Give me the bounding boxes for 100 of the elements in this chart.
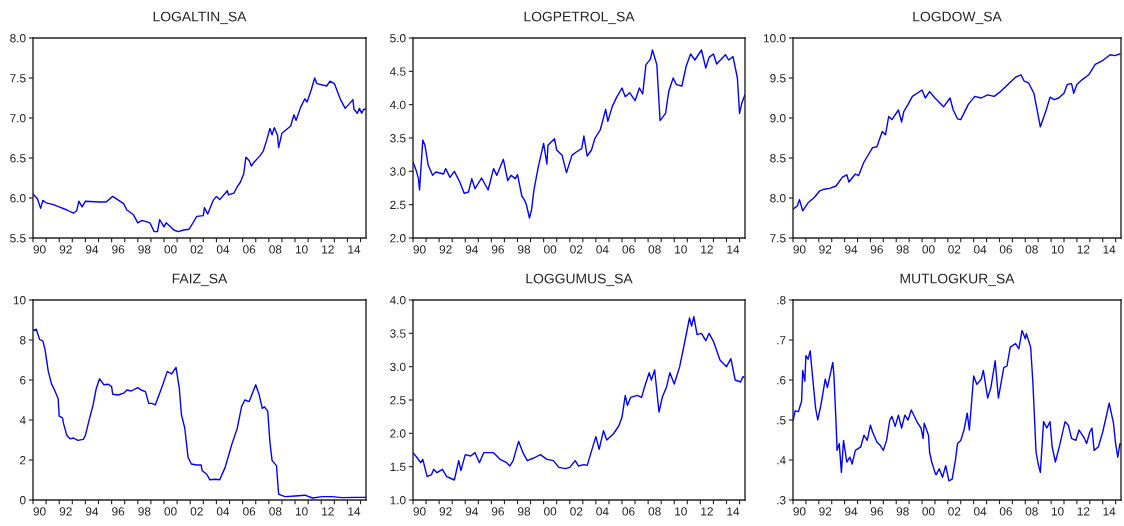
x-tick-label: 14 bbox=[1103, 245, 1116, 254]
x-tick-label: 98 bbox=[518, 507, 531, 516]
x-tick-label: 08 bbox=[1025, 507, 1038, 516]
chart-title: LOGDOW_SA bbox=[913, 11, 1002, 25]
chart-title: LOGALTIN_SA bbox=[153, 11, 247, 25]
x-tick-label: 10 bbox=[295, 507, 308, 516]
x-tick-label: 98 bbox=[518, 245, 531, 254]
line-series bbox=[413, 49, 745, 219]
x-tick-label: 04 bbox=[216, 245, 230, 254]
x-tick-label: 92 bbox=[819, 245, 832, 254]
x-tick-label: 06 bbox=[622, 507, 635, 516]
x-tick-label: 92 bbox=[59, 507, 72, 516]
x-tick-label: 94 bbox=[465, 245, 478, 254]
y-tick-label: .3 bbox=[777, 496, 786, 505]
x-tick-label: 02 bbox=[190, 245, 203, 254]
line-series bbox=[33, 77, 366, 233]
x-tick-label: 12 bbox=[701, 507, 713, 516]
x-tick-label: 96 bbox=[870, 507, 883, 516]
y-tick-label: 4 bbox=[19, 416, 26, 425]
y-tick-label: 4.0 bbox=[389, 100, 406, 110]
x-tick-label: 94 bbox=[85, 245, 99, 254]
x-tick-label: 92 bbox=[819, 507, 832, 516]
chart-title: LOGPETROL_SA bbox=[524, 11, 635, 25]
x-tick-label: 06 bbox=[999, 245, 1012, 254]
x-tick-label: 10 bbox=[1051, 507, 1064, 516]
y-tick-label: 0 bbox=[19, 496, 26, 505]
x-tick-label: 96 bbox=[112, 507, 125, 516]
y-tick-label: 9.0 bbox=[770, 114, 786, 123]
x-tick-label: 08 bbox=[269, 245, 282, 254]
line-series bbox=[793, 53, 1121, 212]
chart-title: MUTLOGKUR_SA bbox=[900, 273, 1015, 287]
x-tick-label: 02 bbox=[190, 507, 203, 516]
x-tick-label: 02 bbox=[570, 507, 583, 516]
x-tick-label: 10 bbox=[1051, 245, 1064, 254]
x-tick-label: 06 bbox=[999, 507, 1012, 516]
x-tick-label: 92 bbox=[59, 245, 72, 254]
x-tick-label: 08 bbox=[1025, 245, 1038, 254]
x-tick-label: 98 bbox=[138, 245, 151, 254]
y-tick-label: 3.0 bbox=[390, 362, 406, 372]
y-tick-label: 3.5 bbox=[390, 134, 406, 143]
y-tick-label: 2.0 bbox=[390, 234, 406, 243]
x-tick-label: 04 bbox=[974, 507, 987, 516]
x-tick-label: 14 bbox=[727, 245, 740, 254]
y-tick-label: .8 bbox=[777, 296, 786, 305]
y-tick-label: 7.5 bbox=[770, 234, 786, 243]
y-tick-label: .7 bbox=[777, 336, 786, 345]
x-tick-label: 94 bbox=[845, 245, 858, 254]
x-tick-label: 92 bbox=[439, 507, 452, 516]
x-tick-label: 12 bbox=[1077, 507, 1090, 516]
y-tick-label: 6 bbox=[20, 376, 26, 385]
x-tick-label: 98 bbox=[896, 245, 909, 254]
x-tick-label: 00 bbox=[922, 245, 935, 254]
y-tick-label: 3.5 bbox=[390, 329, 406, 338]
x-tick-label: 92 bbox=[439, 245, 452, 254]
x-tick-label: 12 bbox=[701, 245, 713, 254]
y-tick-label: .6 bbox=[777, 376, 786, 385]
x-tick-label: 10 bbox=[295, 245, 308, 254]
x-tick-label: 12 bbox=[322, 507, 334, 516]
x-tick-label: 90 bbox=[793, 507, 806, 516]
x-tick-label: 14 bbox=[348, 507, 361, 516]
x-tick-label: 14 bbox=[727, 507, 740, 516]
y-tick-label: 6.0 bbox=[10, 194, 26, 203]
x-tick-label: 90 bbox=[33, 245, 46, 254]
x-tick-label: 96 bbox=[870, 245, 883, 254]
x-tick-label: 06 bbox=[243, 507, 256, 516]
y-tick-label: 9.5 bbox=[770, 74, 786, 83]
y-tick-label: 7.0 bbox=[10, 114, 26, 123]
y-tick-label: 3.0 bbox=[390, 167, 406, 176]
line-series bbox=[793, 329, 1121, 482]
x-tick-label: 04 bbox=[216, 507, 230, 516]
x-tick-label: 06 bbox=[622, 245, 635, 254]
y-tick-label: 8.5 bbox=[770, 154, 786, 163]
x-tick-label: 94 bbox=[845, 507, 858, 516]
x-tick-label: 96 bbox=[112, 245, 125, 254]
y-tick-label: 2 bbox=[20, 456, 26, 465]
y-tick-label: .4 bbox=[777, 456, 786, 465]
x-tick-label: 12 bbox=[1077, 245, 1090, 254]
x-tick-label: 90 bbox=[793, 245, 806, 254]
x-tick-label: 00 bbox=[164, 245, 177, 254]
x-tick-label: 94 bbox=[465, 507, 478, 516]
y-tick-label: 10 bbox=[13, 296, 26, 305]
x-tick-label: 90 bbox=[33, 507, 46, 516]
x-tick-label: 04 bbox=[974, 245, 987, 254]
line-series bbox=[413, 315, 745, 481]
y-tick-label: 4.0 bbox=[389, 296, 406, 305]
x-tick-label: 00 bbox=[164, 507, 177, 516]
x-tick-label: 08 bbox=[648, 507, 661, 516]
x-tick-label: 14 bbox=[348, 245, 361, 254]
x-tick-label: 10 bbox=[675, 245, 687, 254]
x-tick-label: 90 bbox=[413, 507, 426, 516]
x-tick-label: 98 bbox=[138, 507, 151, 516]
y-tick-label: 8 bbox=[20, 336, 26, 345]
y-tick-label: 7.5 bbox=[10, 74, 26, 83]
x-tick-label: 00 bbox=[544, 507, 557, 516]
x-tick-label: 14 bbox=[1103, 507, 1116, 516]
y-tick-label: 6.5 bbox=[10, 154, 26, 163]
x-tick-label: 96 bbox=[491, 507, 504, 516]
y-tick-label: 2.0 bbox=[390, 429, 406, 438]
x-tick-label: 00 bbox=[544, 245, 557, 254]
x-tick-label: 96 bbox=[491, 245, 504, 254]
